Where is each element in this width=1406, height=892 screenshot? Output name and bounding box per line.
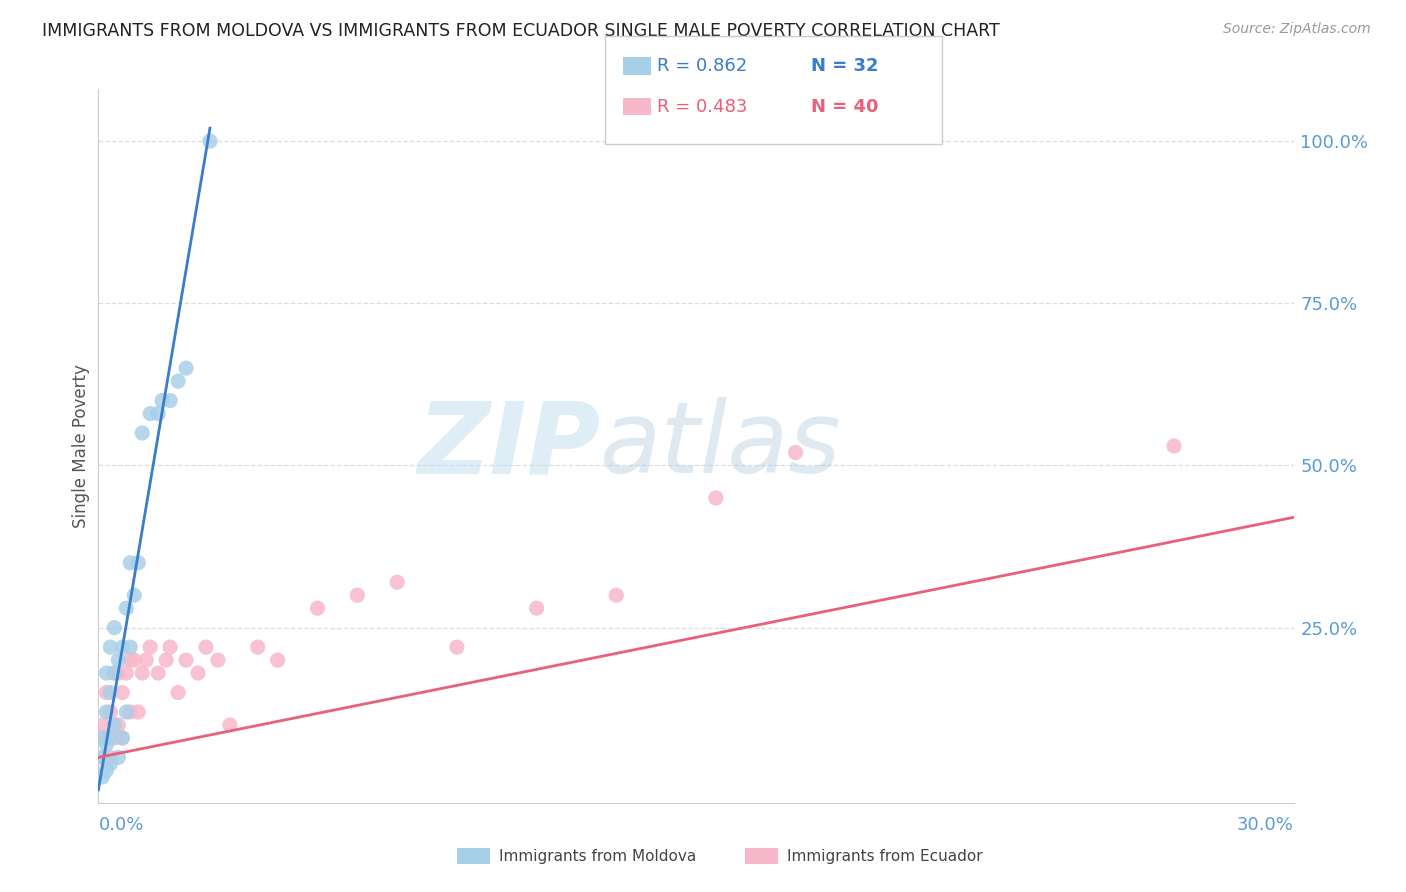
Y-axis label: Single Male Poverty: Single Male Poverty bbox=[72, 364, 90, 528]
Point bbox=[127, 705, 149, 719]
Point bbox=[120, 640, 142, 654]
Point bbox=[91, 750, 114, 764]
Point bbox=[785, 445, 807, 459]
Point bbox=[187, 666, 209, 681]
Point bbox=[195, 640, 218, 654]
Point bbox=[150, 393, 173, 408]
Point bbox=[246, 640, 269, 654]
Point bbox=[91, 718, 114, 732]
Point bbox=[98, 685, 122, 699]
Point bbox=[103, 718, 125, 732]
Point bbox=[159, 393, 181, 408]
Point bbox=[96, 666, 118, 681]
Point bbox=[115, 601, 138, 615]
Point bbox=[98, 640, 122, 654]
Point bbox=[98, 756, 122, 771]
Text: 0.0%: 0.0% bbox=[98, 816, 143, 834]
Point bbox=[174, 361, 197, 376]
Point bbox=[131, 666, 153, 681]
Point bbox=[96, 685, 118, 699]
Point bbox=[124, 588, 146, 602]
Point bbox=[139, 640, 162, 654]
Point bbox=[120, 705, 142, 719]
Point bbox=[91, 750, 114, 764]
Point bbox=[98, 731, 122, 745]
Point bbox=[526, 601, 548, 615]
Point bbox=[103, 621, 125, 635]
Point bbox=[167, 374, 190, 388]
Point bbox=[111, 685, 134, 699]
Point bbox=[446, 640, 468, 654]
Point bbox=[385, 575, 409, 590]
Point bbox=[148, 407, 170, 421]
Text: Source: ZipAtlas.com: Source: ZipAtlas.com bbox=[1223, 22, 1371, 37]
Point bbox=[107, 666, 129, 681]
Point bbox=[107, 718, 129, 732]
Point bbox=[605, 588, 627, 602]
Point bbox=[96, 738, 118, 752]
Point bbox=[139, 407, 162, 421]
Point bbox=[198, 134, 221, 148]
Point bbox=[111, 640, 134, 654]
Point bbox=[115, 666, 138, 681]
Point bbox=[174, 653, 197, 667]
Point bbox=[96, 705, 118, 719]
Point bbox=[120, 653, 142, 667]
Point bbox=[155, 653, 177, 667]
Point bbox=[167, 685, 190, 699]
Point bbox=[1163, 439, 1185, 453]
Point bbox=[96, 764, 118, 778]
Point bbox=[98, 750, 122, 764]
Text: ZIP: ZIP bbox=[418, 398, 600, 494]
Text: N = 32: N = 32 bbox=[811, 57, 879, 75]
Point bbox=[124, 653, 146, 667]
Point bbox=[346, 588, 368, 602]
Point bbox=[96, 731, 118, 745]
Point bbox=[267, 653, 290, 667]
Point bbox=[107, 750, 129, 764]
Point bbox=[111, 731, 134, 745]
Text: R = 0.483: R = 0.483 bbox=[657, 97, 747, 115]
Text: Immigrants from Ecuador: Immigrants from Ecuador bbox=[787, 849, 983, 863]
Point bbox=[91, 731, 114, 745]
Point bbox=[98, 705, 122, 719]
Point bbox=[207, 653, 229, 667]
Point bbox=[115, 705, 138, 719]
Point bbox=[103, 731, 125, 745]
Text: atlas: atlas bbox=[600, 398, 842, 494]
Point bbox=[131, 425, 153, 440]
Point bbox=[103, 666, 125, 681]
Point bbox=[91, 770, 114, 784]
Text: R = 0.862: R = 0.862 bbox=[657, 57, 747, 75]
Point bbox=[219, 718, 242, 732]
Point bbox=[135, 653, 157, 667]
Point bbox=[120, 556, 142, 570]
Point bbox=[107, 653, 129, 667]
Text: Immigrants from Moldova: Immigrants from Moldova bbox=[499, 849, 696, 863]
Point bbox=[111, 731, 134, 745]
Text: N = 40: N = 40 bbox=[811, 97, 879, 115]
Point bbox=[307, 601, 329, 615]
Point bbox=[148, 666, 170, 681]
Point bbox=[704, 491, 727, 505]
Point bbox=[127, 556, 149, 570]
Text: 30.0%: 30.0% bbox=[1237, 816, 1294, 834]
Text: IMMIGRANTS FROM MOLDOVA VS IMMIGRANTS FROM ECUADOR SINGLE MALE POVERTY CORRELATI: IMMIGRANTS FROM MOLDOVA VS IMMIGRANTS FR… bbox=[42, 22, 1000, 40]
Point bbox=[159, 640, 181, 654]
Point bbox=[103, 666, 125, 681]
